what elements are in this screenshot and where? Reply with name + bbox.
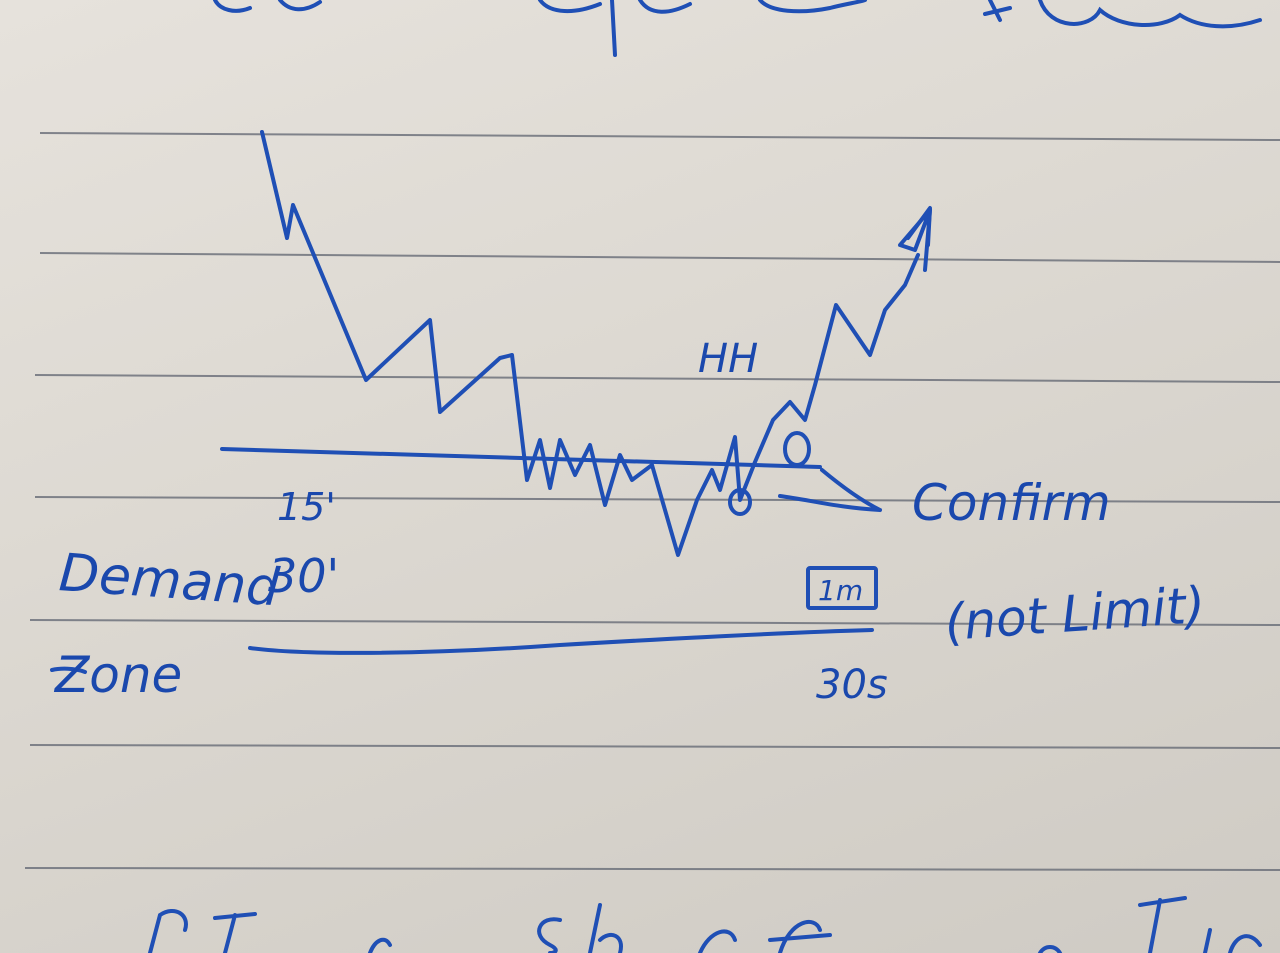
timeframe-30s-label: 30s bbox=[816, 662, 888, 708]
price-path bbox=[260, 130, 932, 557]
up-arrow-icon bbox=[906, 206, 932, 247]
confirm-arrow-icon bbox=[778, 468, 882, 512]
rule-line bbox=[39, 252, 1280, 263]
rule-line bbox=[29, 744, 1280, 749]
rule-line bbox=[34, 374, 1280, 383]
confirm-label: Confirm bbox=[912, 474, 1111, 532]
timeframe-15-label: 15' bbox=[277, 485, 336, 529]
rule-line bbox=[34, 496, 1280, 503]
zone-correction-mark bbox=[50, 666, 87, 674]
not-limit-label: (not Limit) bbox=[943, 576, 1207, 652]
low-point-marker bbox=[728, 488, 752, 516]
cut-off-handwriting-top bbox=[213, 0, 1262, 57]
price-zigzag-line bbox=[260, 130, 920, 557]
timeframe-box bbox=[806, 566, 878, 610]
rule-line bbox=[24, 867, 1280, 871]
hh-point-marker bbox=[783, 431, 811, 467]
rule-line bbox=[39, 132, 1280, 141]
demand-label: Demand bbox=[57, 543, 282, 618]
rule-line bbox=[29, 619, 1280, 626]
demand-zone-lower-line bbox=[248, 628, 874, 655]
timeframe-1m-label: 1m bbox=[818, 574, 863, 607]
cut-off-handwriting-bottom bbox=[148, 896, 1262, 953]
timeframe-30-label: 30' bbox=[268, 549, 339, 603]
structure-line bbox=[220, 447, 822, 469]
hh-label: HH bbox=[698, 336, 758, 382]
zone-label: Zone bbox=[53, 646, 182, 704]
ruled-lines bbox=[24, 132, 1280, 871]
